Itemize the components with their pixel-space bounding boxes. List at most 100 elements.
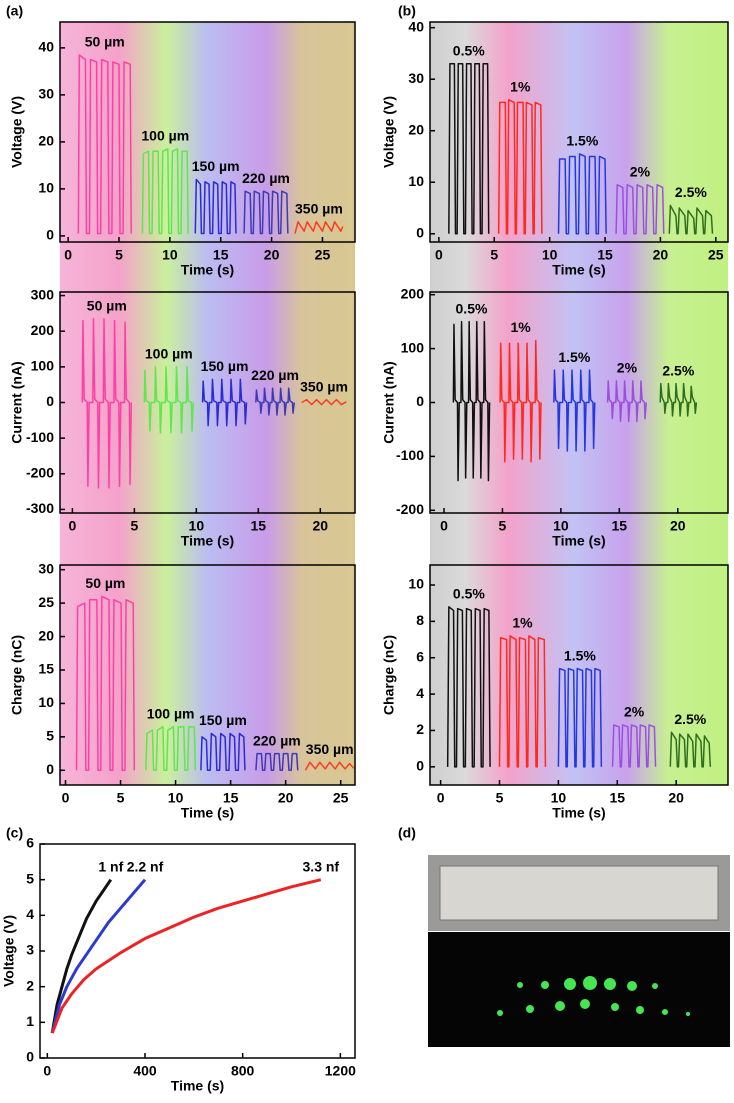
data-line xyxy=(255,387,296,416)
series-label: 220 µm xyxy=(242,170,290,186)
y-tick-label: 200 xyxy=(401,285,425,301)
data-line xyxy=(200,732,246,772)
x-tick-label: 25 xyxy=(333,790,349,806)
x-tick-label: 400 xyxy=(133,1063,157,1079)
data-line xyxy=(498,635,547,768)
data-line xyxy=(606,380,647,423)
y-tick-label: 20 xyxy=(38,627,54,643)
x-tick-label: 10 xyxy=(553,518,569,534)
y-tick-label: -100 xyxy=(26,429,54,445)
plot-frame xyxy=(429,564,729,786)
series-label: 2.5% xyxy=(662,362,694,378)
y-tick-label: 2 xyxy=(416,721,424,737)
y-tick-label: 5 xyxy=(46,728,54,744)
y-tick-label: 10 xyxy=(408,576,424,592)
series-label: 150 µm xyxy=(192,158,240,174)
x-tick-label: 5 xyxy=(130,518,138,534)
panel-label: (b) xyxy=(398,3,416,19)
y-tick-label: 100 xyxy=(31,358,55,374)
x-axis-label: Time (s) xyxy=(181,533,234,549)
data-line xyxy=(668,204,714,235)
data-line xyxy=(301,398,347,406)
x-tick-label: 15 xyxy=(597,247,613,263)
plot-frame xyxy=(59,21,356,243)
y-tick-label: 10 xyxy=(38,694,54,710)
y-tick-label: 15 xyxy=(38,661,54,677)
series-label: 2% xyxy=(617,360,638,376)
y-axis-label: Current (nA) xyxy=(381,361,397,443)
data-line xyxy=(50,878,147,1034)
x-tick-label: 0 xyxy=(435,247,443,263)
data-line xyxy=(77,54,132,235)
x-tick-label: 5 xyxy=(496,790,504,806)
series-label: 100 µm xyxy=(147,706,195,722)
x-tick-label: 0 xyxy=(437,790,445,806)
data-line xyxy=(141,148,189,235)
series-label: 350 µm xyxy=(300,378,348,394)
data-line xyxy=(304,761,355,771)
series-label: 1.5% xyxy=(564,647,596,663)
y-tick-label: 8 xyxy=(416,612,424,628)
x-tick-label: 5 xyxy=(115,247,123,263)
x-tick-label: 15 xyxy=(251,518,267,534)
data-line xyxy=(448,62,490,235)
series-label: 350 µm xyxy=(295,200,343,216)
x-axis-label: Time (s) xyxy=(552,262,605,278)
x-tick-label: 25 xyxy=(708,247,724,263)
y-tick-label: 6 xyxy=(26,835,34,851)
x-tick-label: 1200 xyxy=(325,1063,356,1079)
x-tick-label: 20 xyxy=(653,247,669,263)
y-axis-label: Charge (nC) xyxy=(381,635,397,715)
series-label: 1.5% xyxy=(558,349,590,365)
data-line xyxy=(497,99,543,235)
x-tick-label: 20 xyxy=(668,790,684,806)
y-tick-label: -200 xyxy=(396,501,424,517)
y-tick-label: 0 xyxy=(26,1049,34,1065)
y-axis-label: Current (nA) xyxy=(9,361,25,443)
x-tick-label: 20 xyxy=(313,518,329,534)
y-tick-label: 6 xyxy=(416,648,424,664)
y-tick-label: -100 xyxy=(396,447,424,463)
data-line xyxy=(50,878,113,1034)
data-line xyxy=(201,378,248,427)
plot-frame xyxy=(59,564,356,786)
series-label: 1.5% xyxy=(566,133,598,149)
series-label: 2.5% xyxy=(674,711,706,727)
series-label: 2% xyxy=(624,704,645,720)
series-label: 100 µm xyxy=(141,128,189,144)
data-line xyxy=(557,667,603,768)
series-label: 150 µm xyxy=(199,712,247,728)
series-label: 50 µm xyxy=(87,297,127,313)
x-tick-label: 0 xyxy=(62,790,70,806)
series-label: 1% xyxy=(510,79,531,95)
data-line xyxy=(143,366,194,434)
panel-label: (a) xyxy=(6,3,23,19)
data-line xyxy=(659,382,698,417)
x-tick-label: 15 xyxy=(609,790,625,806)
x-tick-label: 25 xyxy=(315,247,331,263)
x-tick-label: 10 xyxy=(542,247,558,263)
y-tick-label: 30 xyxy=(38,560,54,576)
series-label: 2% xyxy=(630,164,651,180)
y-tick-label: -200 xyxy=(26,464,54,480)
series-label: 0.5% xyxy=(453,42,485,58)
y-tick-label: 40 xyxy=(408,18,424,34)
photo xyxy=(428,855,730,1047)
y-tick-label: -300 xyxy=(26,500,54,516)
y-axis-label: Voltage (V) xyxy=(381,96,397,168)
x-tick-label: 10 xyxy=(551,790,567,806)
y-tick-label: 25 xyxy=(38,594,54,610)
series-label: 50 µm xyxy=(85,575,125,591)
x-tick-label: 0 xyxy=(68,518,76,534)
data-line xyxy=(81,317,133,489)
x-axis-label: Time (s) xyxy=(171,1078,224,1094)
series-label: 2.5% xyxy=(675,184,707,200)
y-axis-label: Voltage (V) xyxy=(1,915,17,987)
y-tick-label: 200 xyxy=(31,322,55,338)
x-tick-label: 0 xyxy=(440,518,448,534)
data-line xyxy=(243,190,289,235)
x-axis-label: Time (s) xyxy=(552,805,605,821)
y-tick-label: 3 xyxy=(26,942,34,958)
panel-label: (c) xyxy=(6,825,23,841)
